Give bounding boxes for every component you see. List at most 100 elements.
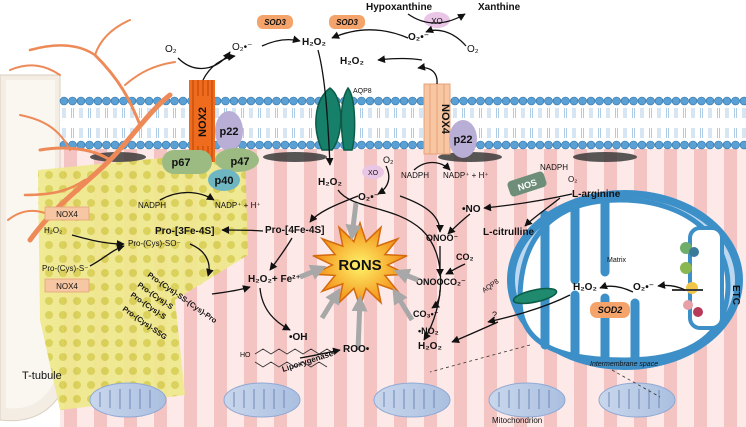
xanthine-label: Xanthine: [478, 2, 521, 13]
arrow-nadph-a: [159, 191, 215, 201]
o2-top: O₂: [165, 44, 177, 55]
xo-badge-mid: [362, 165, 384, 179]
arrow-arginine-no: [483, 193, 573, 212]
nox2-complex: [189, 80, 215, 162]
nox4-badge-a: [44, 206, 90, 221]
h2o2-left: H₂O₂: [44, 226, 62, 235]
grey-arrow-top: [345, 202, 362, 241]
arrow-left-merge-b: [89, 244, 125, 267]
grey-arrow-bottom-left: [319, 287, 341, 320]
arrow-xo-mid: [377, 165, 390, 195]
o2-radical-mid: O₂•⁻: [358, 192, 379, 203]
arrow-so-chain: [189, 243, 214, 277]
arrow-rad-no-onoo: [399, 195, 444, 233]
p22-label-b: p22: [454, 134, 473, 146]
membrane-caveolae: [90, 152, 637, 162]
o2-c: O₂: [568, 175, 577, 184]
h2o2-mito: H₂O₂: [573, 282, 597, 293]
arrow-o2-to-rad: [177, 51, 231, 70]
arrow-mito-rad: [599, 281, 634, 293]
arrow-lipid-roo: [299, 347, 341, 359]
ho-label: HO: [240, 352, 251, 359]
hypoxanthine-label: Hypoxanthine: [366, 2, 433, 13]
l-arginine-label: L-arginine: [572, 189, 621, 200]
arrow-nox2-up: [202, 53, 236, 81]
nox4-label-a: NOX4: [56, 210, 78, 219]
sod2-label: SOD2: [598, 305, 623, 315]
p40-label: p40: [215, 175, 234, 187]
sod3-label-b: SOD3: [336, 18, 358, 27]
arrow-xo-o2: [425, 25, 467, 47]
o2-radical-right: O₂•⁻: [408, 32, 429, 43]
arrow-mito-out: [487, 294, 571, 325]
grey-arrow-bottom: [351, 295, 368, 351]
aqp8-channel-b: [340, 86, 356, 151]
xo-label-mid: XO: [368, 170, 379, 177]
h2o2-bottom: H₂O₂: [418, 341, 442, 352]
nadph-c: NADPH: [540, 163, 568, 172]
p40-subunit: [208, 169, 240, 191]
no-radical: •NO: [462, 204, 481, 215]
arrow-h2o2-aqp8-in: [317, 49, 334, 166]
mito-callout-line-a: [429, 344, 531, 373]
cell-membrane: [59, 96, 746, 150]
pro-3fe-label: Pro-[3Fe-4S]: [155, 226, 214, 237]
mitochondria-cristae: [99, 389, 660, 409]
sod3-label-a: SOD3: [264, 18, 286, 27]
fatty-acid-structure: [254, 348, 336, 368]
p67-subunit: [162, 150, 212, 174]
mitochondrion-large: [507, 190, 743, 370]
arrow-rad-4fe: [309, 195, 359, 223]
pro-4fe-label: Pro-[4Fe-4S]: [265, 225, 324, 236]
fe-label: H₂O₂+ Fe²⁺: [248, 274, 301, 285]
nadp-b: NADP⁺ + H⁺: [443, 171, 489, 180]
nox4-label-b: NOX4: [56, 282, 78, 291]
arrow-rad-to-h2o2: [261, 35, 301, 47]
p47-label: p47: [231, 156, 250, 168]
h2o2-inner: H₂O₂: [318, 177, 342, 188]
p22-subunit-a: [215, 111, 243, 151]
sarcoplasmic-reticulum: [38, 150, 248, 410]
etc-label: ETC: [730, 285, 741, 305]
xo-label-top: XO: [431, 17, 443, 26]
question-label: ?: [492, 310, 497, 320]
mitochondrion-label: Mitochondrion: [492, 416, 542, 425]
nox4-badge-b: [44, 278, 90, 293]
grey-arrow-right: [393, 268, 419, 284]
arrow-no-onoo: [447, 213, 471, 235]
p22-subunit-b: [449, 120, 477, 158]
arrow-mito-bottom: [451, 321, 499, 344]
nox4-complex: [423, 83, 451, 155]
rons-label: RONS: [338, 257, 381, 274]
mitochondria-row: [89, 382, 676, 418]
oh-label: •OH: [289, 332, 308, 343]
nox2-label: NOX2: [197, 107, 209, 137]
sod3-badge-a: [257, 15, 293, 29]
o2-mid: O₂: [383, 155, 394, 165]
grey-arrow-bottom-right: [392, 287, 415, 322]
arrow-h2o2-loop: [337, 189, 442, 341]
procys-s-label: Pro-(Cys)-S⁻: [42, 264, 88, 273]
arrow-left-merge: [71, 234, 125, 248]
arrow-h2o2-mid: [377, 55, 423, 64]
h2o2-mid: H₂O₂: [340, 56, 364, 67]
o2-radical-top: O₂•⁻: [232, 42, 252, 53]
aqp8-mito-channel: [512, 287, 558, 305]
arrow-etc-rad: [657, 281, 686, 291]
nadph-a: NADPH: [138, 201, 166, 210]
nox4-membrane-label: NOX4: [439, 104, 451, 135]
p67-label: p67: [172, 157, 191, 169]
arrow-3fe-side: [211, 285, 251, 295]
nadp-a: NADP⁺ + H⁺: [215, 201, 261, 210]
arrow-co2: [445, 263, 466, 275]
h2o2-top: H₂O₂: [302, 37, 326, 48]
onoo-label: ONOO⁻: [426, 233, 459, 243]
etc-complex: [672, 242, 703, 317]
nos-badge: [507, 171, 547, 197]
arrow-fe-oh: [259, 287, 291, 331]
arrow-sod3-right: [331, 29, 409, 39]
p22-label-a: p22: [220, 126, 239, 138]
t-tubule-label: T-tubule: [22, 370, 62, 382]
o2-right: O₂: [467, 44, 479, 55]
